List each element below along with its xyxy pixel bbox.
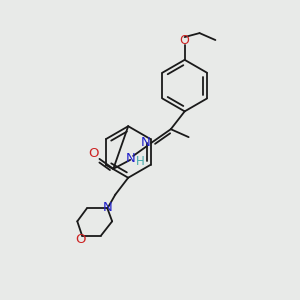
Text: O: O (75, 233, 85, 246)
Text: N: N (141, 136, 151, 148)
Text: N: N (125, 152, 135, 165)
Text: N: N (103, 201, 112, 214)
Text: O: O (180, 34, 190, 46)
Text: O: O (88, 148, 99, 160)
Text: H: H (136, 155, 145, 168)
